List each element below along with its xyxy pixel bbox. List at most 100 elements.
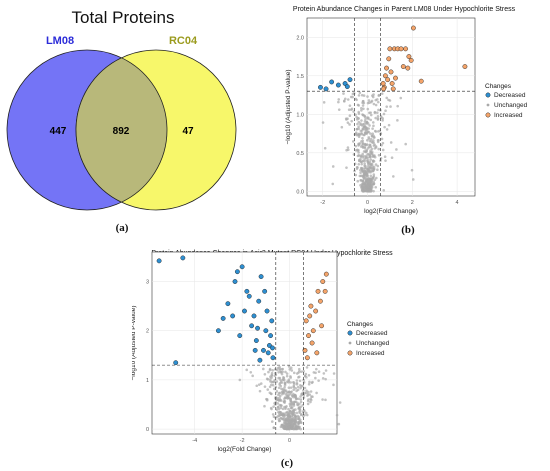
point-unchanged <box>297 425 300 429</box>
point-unchanged <box>291 422 294 425</box>
point-unchanged <box>340 125 344 129</box>
point-unchanged <box>315 367 318 371</box>
point-unchanged <box>270 392 273 396</box>
point-unchanged <box>374 185 378 189</box>
legend-label-unchanged: Unchanged <box>494 102 528 109</box>
point-increased <box>386 56 392 62</box>
point-unchanged <box>292 381 296 385</box>
point-unchanged <box>387 123 391 127</box>
point-unchanged <box>358 91 362 95</box>
point-unchanged <box>299 386 302 390</box>
point-decreased <box>180 255 186 261</box>
point-unchanged <box>361 144 364 147</box>
point-unchanged <box>288 368 292 371</box>
point-unchanged <box>284 406 288 409</box>
legend-label-increased: Increased <box>494 112 523 119</box>
point-unchanged <box>297 422 300 425</box>
point-decreased <box>225 301 231 307</box>
point-unchanged <box>294 394 297 398</box>
point-unchanged <box>385 105 389 108</box>
point-unchanged <box>272 415 276 419</box>
point-decreased <box>264 308 270 314</box>
point-unchanged <box>362 173 366 176</box>
point-unchanged <box>354 113 357 116</box>
point-unchanged <box>292 388 296 392</box>
point-unchanged <box>288 409 292 413</box>
point-unchanged <box>373 129 377 133</box>
point-decreased <box>244 288 250 294</box>
point-unchanged <box>312 371 316 374</box>
point-unchanged <box>282 413 286 416</box>
point-unchanged <box>379 156 383 160</box>
point-unchanged <box>284 420 288 423</box>
point-unchanged <box>307 398 310 401</box>
legend-marker-increased <box>347 350 353 356</box>
point-unchanged <box>364 128 368 132</box>
point-unchanged <box>331 182 335 186</box>
point-unchanged <box>294 397 298 401</box>
point-unchanged <box>361 113 364 116</box>
point-unchanged <box>278 399 282 402</box>
point-unchanged <box>368 124 371 127</box>
point-unchanged <box>363 184 367 187</box>
point-unchanged <box>277 386 281 390</box>
point-increased <box>388 69 394 75</box>
point-unchanged <box>265 377 269 381</box>
point-unchanged <box>369 186 373 189</box>
point-unchanged <box>360 109 363 112</box>
point-unchanged <box>335 413 339 417</box>
point-decreased <box>234 269 240 275</box>
point-unchanged <box>306 402 310 406</box>
point-unchanged <box>257 383 261 386</box>
point-unchanged <box>307 382 311 386</box>
point-unchanged <box>373 110 377 114</box>
point-unchanged <box>354 132 358 136</box>
point-unchanged <box>278 383 281 386</box>
point-unchanged <box>410 168 414 172</box>
y-tick-label: 0.5 <box>296 151 304 157</box>
y-tick-label: 1.5 <box>296 74 304 80</box>
x-tick-label: 0 <box>288 438 291 444</box>
point-unchanged <box>343 100 346 103</box>
point-unchanged <box>358 133 361 136</box>
point-unchanged <box>365 159 369 162</box>
venn-diagram: Total Proteins LM08 RC04 447 892 47 (a) <box>6 8 237 234</box>
point-increased <box>398 46 404 52</box>
point-unchanged <box>366 188 370 191</box>
point-unchanged <box>372 141 375 144</box>
point-increased <box>320 279 326 284</box>
caption: (b) <box>401 224 415 236</box>
point-unchanged <box>287 418 291 421</box>
point-decreased <box>344 84 350 90</box>
point-decreased <box>256 298 262 304</box>
point-unchanged <box>372 167 376 171</box>
point-unchanged <box>389 105 392 108</box>
point-increased <box>323 271 329 277</box>
point-unchanged <box>307 390 310 394</box>
point-unchanged <box>360 93 364 97</box>
point-unchanged <box>366 107 370 111</box>
point-unchanged <box>287 407 290 411</box>
point-unchanged <box>346 98 350 101</box>
point-unchanged <box>307 373 311 377</box>
point-unchanged <box>359 168 362 172</box>
point-increased <box>309 340 315 346</box>
point-unchanged <box>297 397 300 401</box>
point-unchanged <box>301 410 305 413</box>
point-unchanged <box>372 139 375 142</box>
point-unchanged <box>287 365 291 368</box>
point-unchanged <box>314 376 317 380</box>
point-unchanged <box>299 370 303 374</box>
point-increased <box>462 64 468 69</box>
point-unchanged <box>373 136 376 139</box>
point-decreased <box>269 318 275 324</box>
point-unchanged <box>324 377 327 381</box>
point-unchanged <box>281 407 285 411</box>
point-decreased <box>215 328 221 334</box>
point-unchanged <box>298 406 301 409</box>
point-unchanged <box>388 99 392 102</box>
point-increased <box>384 65 389 71</box>
venn-count-lm08-only: 447 <box>50 126 67 137</box>
caption-a: (a) <box>116 222 129 234</box>
point-decreased <box>251 313 257 319</box>
